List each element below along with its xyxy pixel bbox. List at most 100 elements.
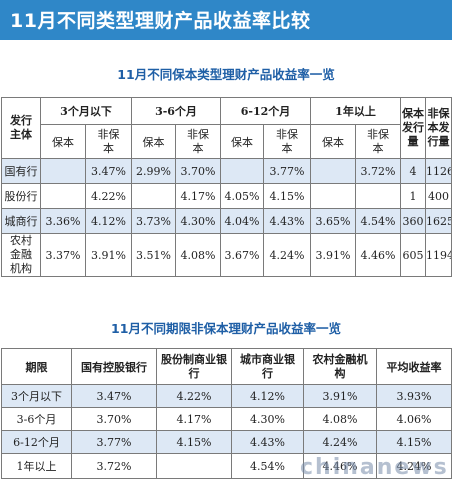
table-cell: 3.91% — [85, 233, 132, 277]
table-cell: 4.24% — [376, 453, 452, 479]
table-cell: 3.47% — [85, 158, 132, 184]
table-cell: 3.65% — [310, 208, 356, 234]
table-cell: 3.70% — [175, 158, 221, 184]
row-label: 6-12个月 — [1, 430, 72, 454]
non-guaranteed-subheader: 非保本 — [263, 124, 311, 159]
table-row: 1年以上 3.72% 4.54% 4.46% 4.24% — [1, 453, 452, 479]
period-header: 3-6个月 — [131, 97, 221, 125]
table-cell: 605 — [400, 233, 426, 277]
table-cell: 4.24% — [263, 233, 311, 277]
guaranteed-count-header: 保本发行量 — [400, 97, 426, 159]
table-cell: 360 — [400, 208, 426, 234]
table-cell: 4.46% — [303, 453, 377, 479]
row-label: 股份行 — [1, 183, 41, 209]
guaranteed-subheader: 保本 — [131, 124, 176, 159]
table-cell: 4.12% — [85, 208, 132, 234]
table2-title: 11月不同期限非保本理财产品收益率一览 — [111, 321, 341, 336]
table-cell: 4.15% — [376, 430, 452, 454]
table-cell — [40, 158, 86, 184]
guaranteed-subheader: 保本 — [40, 124, 86, 159]
table-cell: 4.22% — [85, 183, 132, 209]
table-cell: 4.17% — [175, 183, 221, 209]
table1-title: 11月不同保本类型理财产品收益率一览 — [117, 67, 335, 82]
table-cell: 4.12% — [231, 384, 304, 408]
table-row: 农村金融机构 3.37% 3.91% 3.51% 4.08% 3.67% 4.2… — [1, 233, 452, 277]
table-cell: 3.73% — [131, 208, 176, 234]
page-title: 11月不同类型理财产品收益率比较 — [10, 10, 311, 32]
table-row: 3-6个月 3.70% 4.17% 4.30% 4.08% 4.06% — [1, 407, 452, 431]
table-row: 股份行 4.22% 4.17% 4.05% 4.15% 1 400 — [1, 183, 452, 209]
table-cell — [355, 183, 401, 209]
table-cell: 3.93% — [376, 384, 452, 408]
table-cell: 3.77% — [71, 430, 157, 454]
table-cell — [310, 158, 356, 184]
table-cell: 3.77% — [263, 158, 311, 184]
table-cell: 3.72% — [71, 453, 157, 479]
guaranteed-subheader: 保本 — [310, 124, 356, 159]
table-cell — [220, 158, 264, 184]
table-cell: 4.24% — [303, 430, 377, 454]
table-cell: 4.15% — [156, 430, 232, 454]
table-cell: 4.08% — [175, 233, 221, 277]
period-header: 3个月以下 — [40, 97, 132, 125]
row-label: 城商行 — [1, 208, 41, 234]
table-cell — [310, 183, 356, 209]
table-cell: 4 — [400, 158, 426, 184]
table-cell: 4.43% — [263, 208, 311, 234]
title-banner: 11月不同类型理财产品收益率比较 — [0, 0, 452, 40]
row-label: 3个月以下 — [1, 384, 72, 408]
table-cell: 1625 — [425, 208, 452, 234]
table-cell: 4.15% — [263, 183, 311, 209]
watermark: chinanews — [300, 455, 449, 480]
table-row: 3个月以下 3.47% 4.22% 4.12% 3.91% 3.93% — [1, 384, 452, 408]
table-cell: 4.43% — [231, 430, 304, 454]
average-yield-header: 平均收益率 — [376, 348, 452, 385]
table-cell: 3.91% — [303, 384, 377, 408]
non-guaranteed-subheader: 非保本 — [85, 124, 132, 159]
table-cell: 3.51% — [131, 233, 176, 277]
term-header: 期限 — [1, 348, 72, 385]
table-cell: 1126 — [425, 158, 452, 184]
table-cell — [131, 183, 176, 209]
row-label: 农村金融机构 — [1, 233, 41, 277]
table-cell: 4.22% — [156, 384, 232, 408]
table-cell: 400 — [425, 183, 452, 209]
issuer-header: 发行主体 — [1, 97, 41, 159]
table-row: 城商行 3.36% 4.12% 3.73% 4.30% 4.04% 4.43% … — [1, 208, 452, 234]
table-cell: 4.04% — [220, 208, 264, 234]
non-guaranteed-count-header: 非保本发行量 — [425, 97, 452, 159]
table-cell: 4.05% — [220, 183, 264, 209]
table-cell: 3.67% — [220, 233, 264, 277]
table-row: 国有行 3.47% 2.99% 3.70% 3.77% 3.72% 4 1126 — [1, 158, 452, 184]
state-bank-header: 国有控股银行 — [71, 348, 157, 385]
table-cell: 4.17% — [156, 407, 232, 431]
table-cell: 4.08% — [303, 407, 377, 431]
non-guaranteed-subheader: 非保本 — [175, 124, 221, 159]
row-label: 国有行 — [1, 158, 41, 184]
table-cell: 3.70% — [71, 407, 157, 431]
row-label: 1年以上 — [1, 453, 72, 479]
table-cell: 3.36% — [40, 208, 86, 234]
table-cell: 4.54% — [231, 453, 304, 479]
period-header: 1年以上 — [310, 97, 401, 125]
joint-stock-bank-header: 股份制商业银行 — [156, 348, 232, 385]
table-cell: 4.46% — [355, 233, 401, 277]
table-cell: 3.91% — [310, 233, 356, 277]
period-header: 6-12个月 — [220, 97, 311, 125]
table-cell — [40, 183, 86, 209]
table-cell: 2.99% — [131, 158, 176, 184]
table-cell: 1194 — [425, 233, 452, 277]
table-cell: 3.72% — [355, 158, 401, 184]
guarantee-type-table: 发行主体 3个月以下 3-6个月 6-12个月 1年以上 保本发行量 非保本发行… — [1, 97, 452, 277]
table-cell: 4.54% — [355, 208, 401, 234]
table-cell: 4.06% — [376, 407, 452, 431]
table-cell: 3.47% — [71, 384, 157, 408]
table-cell: 4.30% — [231, 407, 304, 431]
row-label: 3-6个月 — [1, 407, 72, 431]
term-table: 期限 国有控股银行 股份制商业银行 城市商业银行 农村金融机构 平均收益率 3个… — [1, 348, 452, 479]
table-cell: 1 — [400, 183, 426, 209]
table-cell: 4.30% — [175, 208, 221, 234]
rural-institution-header: 农村金融机构 — [303, 348, 377, 385]
guaranteed-subheader: 保本 — [220, 124, 264, 159]
table-cell — [156, 453, 232, 479]
